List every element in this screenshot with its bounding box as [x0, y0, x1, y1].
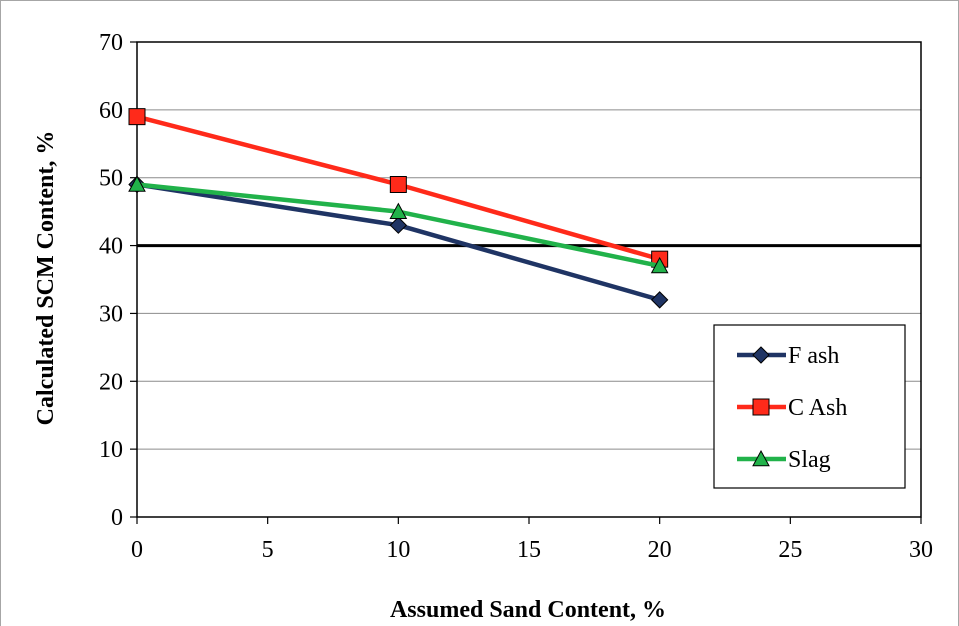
legend-marker-slag: [752, 449, 770, 467]
y-tick-label: 50: [99, 166, 123, 192]
x-tick-label: 25: [778, 537, 802, 563]
y-axis-ticks: 0 10 20 30 40 50 60 70: [99, 30, 137, 531]
data-point-c-ash: [128, 108, 146, 126]
y-tick-label: 10: [99, 437, 123, 463]
series-line-f-ash: [136, 182, 661, 303]
series-slag: [128, 175, 669, 274]
x-axis-ticks: 0 5 10 15 20 25 30: [131, 517, 933, 563]
series-layer: [128, 108, 669, 309]
x-tick-label: 15: [517, 537, 541, 563]
legend-item-c-ash: C Ash: [737, 395, 847, 421]
data-point-slag: [128, 175, 146, 192]
y-tick-label: 20: [99, 369, 123, 395]
y-axis-title: Calculated SCM Content, %: [33, 131, 59, 426]
series-c-ash: [128, 108, 669, 268]
data-point-f-ash: [389, 216, 408, 234]
data-point-slag: [650, 256, 669, 274]
data-point-f-ash: [650, 291, 669, 309]
y-tick-label: 30: [99, 301, 123, 327]
y-tick-label: 60: [99, 98, 123, 124]
x-tick-label: 5: [262, 537, 274, 563]
legend-items: F ash C Ash Slag: [737, 343, 847, 473]
legend-item-f-ash: F ash: [737, 343, 839, 369]
legend-label-f-ash: F ash: [788, 343, 839, 369]
series-f-ash: [128, 175, 669, 309]
y-tick-label: 0: [111, 505, 123, 531]
legend-marker-f-ash: [752, 346, 770, 364]
data-point-slag: [389, 202, 408, 219]
y-tick-label: 40: [99, 234, 123, 260]
x-axis-title: Assumed Sand Content, %: [390, 597, 666, 623]
legend-label-slag: Slag: [788, 447, 831, 473]
legend-item-slag: Slag: [737, 447, 831, 473]
x-tick-label: 0: [131, 537, 143, 563]
x-tick-label: 30: [909, 537, 933, 563]
x-tick-label: 20: [648, 537, 672, 563]
legend-label-c-ash: C Ash: [788, 395, 847, 421]
legend: F ash C Ash Slag: [713, 324, 906, 489]
legend-marker-c-ash: [752, 398, 770, 416]
x-tick-label: 10: [386, 537, 410, 563]
data-point-c-ash: [389, 176, 407, 193]
y-tick-label: 70: [99, 30, 123, 56]
